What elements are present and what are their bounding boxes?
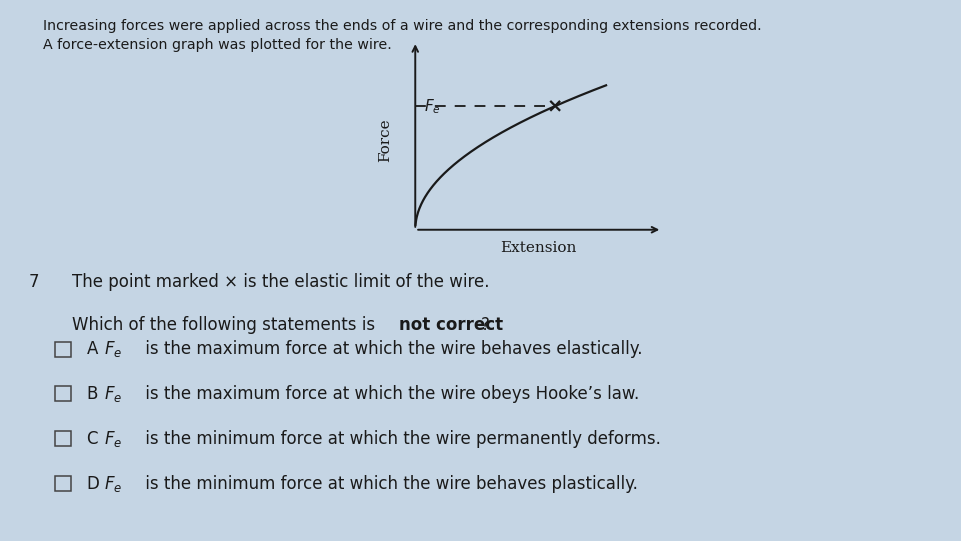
Text: Increasing forces were applied across the ends of a wire and the corresponding e: Increasing forces were applied across th…	[43, 19, 761, 33]
Text: $F_e$: $F_e$	[424, 97, 440, 116]
Text: is the maximum force at which the wire behaves elastically.: is the maximum force at which the wire b…	[140, 340, 642, 359]
Text: A: A	[86, 340, 98, 359]
Text: Extension: Extension	[500, 241, 577, 255]
Text: is the minimum force at which the wire permanently deforms.: is the minimum force at which the wire p…	[140, 430, 660, 448]
Text: $F_{e}$: $F_{e}$	[104, 474, 122, 493]
Text: is the maximum force at which the wire obeys Hooke’s law.: is the maximum force at which the wire o…	[140, 385, 639, 403]
Text: Force: Force	[378, 119, 391, 162]
Text: B: B	[86, 385, 98, 403]
Bar	[55, 476, 71, 491]
Text: ?: ?	[480, 316, 489, 334]
Text: ×: ×	[546, 97, 562, 116]
Text: Which of the following statements is: Which of the following statements is	[72, 316, 381, 334]
Bar	[55, 342, 71, 357]
Bar	[55, 386, 71, 401]
Text: $F_{e}$: $F_{e}$	[104, 384, 122, 404]
Text: $F_{e}$: $F_{e}$	[104, 340, 122, 359]
Text: 7: 7	[29, 273, 39, 291]
Text: D: D	[86, 474, 99, 493]
Text: A force-extension graph was plotted for the wire.: A force-extension graph was plotted for …	[43, 38, 392, 52]
Text: is the minimum force at which the wire behaves plastically.: is the minimum force at which the wire b…	[140, 474, 638, 493]
Text: C: C	[86, 430, 98, 448]
Text: The point marked × is the elastic limit of the wire.: The point marked × is the elastic limit …	[72, 273, 489, 291]
Text: not correct: not correct	[399, 316, 503, 334]
Text: $F_{e}$: $F_{e}$	[104, 429, 122, 448]
Bar	[55, 431, 71, 446]
